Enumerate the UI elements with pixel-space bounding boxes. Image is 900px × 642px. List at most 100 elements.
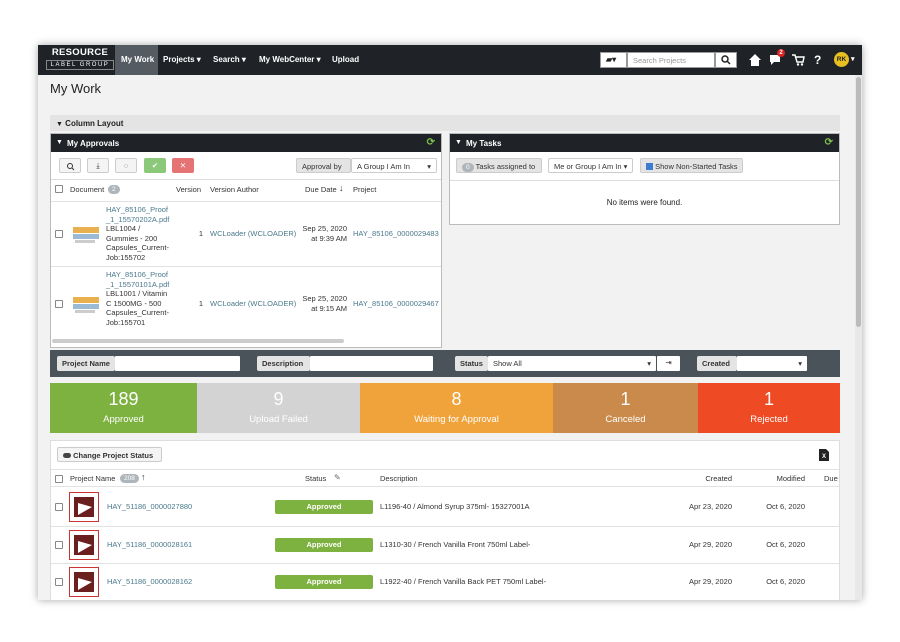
stat-tile[interactable]: 8 Waiting for Approval	[360, 383, 553, 433]
thumbnail[interactable]	[69, 492, 99, 522]
empty-message: No items were found.	[606, 198, 683, 207]
label: Change Project Status	[73, 451, 154, 460]
avatar[interactable]: RK	[834, 52, 849, 67]
column-header[interactable]: Modified	[776, 474, 805, 483]
chat-icon[interactable]	[769, 54, 781, 66]
excel-icon[interactable]: X	[819, 449, 829, 461]
column-layout-bar[interactable]: ▼ Column Layout	[50, 115, 840, 131]
column-header[interactable]: Created	[705, 474, 732, 483]
menu-item[interactable]: Upload	[332, 55, 359, 64]
sort-icon[interactable]: ⇥	[657, 356, 680, 371]
stat-count: 9	[273, 389, 284, 409]
column-header[interactable]: Status	[305, 474, 327, 483]
column-header[interactable]: Due Date	[305, 185, 337, 194]
checkbox[interactable]	[55, 503, 63, 511]
menu-label: Search	[213, 55, 240, 64]
status-badge: Approved	[275, 537, 373, 552]
help-icon[interactable]: ?	[814, 53, 822, 67]
home-icon[interactable]	[748, 53, 762, 67]
cart-icon[interactable]	[792, 54, 805, 66]
due-date: Sep 25, 2020	[302, 223, 347, 233]
created: Apr 23, 2020	[689, 502, 732, 511]
avatar-caret: ▾	[851, 56, 855, 63]
checkbox[interactable]	[55, 299, 63, 308]
modified: Oct 6, 2020	[766, 577, 805, 586]
panel-header: ▼ My Approvals ⟳	[51, 134, 441, 152]
project-link[interactable]: HAY_51186_0000027880	[107, 502, 193, 511]
column-header[interactable]: Project Name	[70, 474, 116, 483]
author[interactable]: WCLoader (WCLOADER)	[210, 228, 297, 238]
stat-label: Approved	[103, 414, 144, 425]
thumbnail[interactable]	[71, 291, 101, 317]
created-select[interactable]: ▾	[737, 356, 807, 371]
edit-icon[interactable]: ✎	[334, 473, 341, 482]
column-header[interactable]: Version Author	[210, 185, 259, 194]
sort-arrow: ↓	[339, 183, 344, 193]
stat-label: Rejected	[750, 414, 788, 425]
search-button[interactable]	[715, 52, 737, 68]
menu-item[interactable]: My WebCenter ▾	[259, 55, 321, 64]
navbar: RESOURCE LABEL GROUP ▰▾ Search Projects …	[38, 45, 862, 75]
column-header[interactable]: Project	[353, 185, 377, 194]
checkbox[interactable]	[55, 578, 63, 586]
column-header[interactable]: Document	[70, 185, 105, 194]
stat-tile[interactable]: 9 Upload Failed	[197, 383, 360, 433]
menu-item[interactable]: Search ▾	[213, 55, 246, 64]
row-divider	[51, 563, 839, 564]
thumbnail[interactable]	[71, 221, 101, 247]
created: Apr 29, 2020	[689, 577, 732, 586]
download-button[interactable]: ⤓	[87, 158, 109, 173]
project-link[interactable]: HAY_51186_0000028161	[107, 539, 193, 549]
tasks-select[interactable]: Me or Group I Am In ▾	[548, 158, 633, 173]
menu-item[interactable]: Projects ▾	[163, 55, 201, 64]
non-started-toggle[interactable]: Show Non-Started Tasks	[640, 158, 743, 173]
stat-label: Waiting for Approval	[414, 414, 499, 425]
file-link[interactable]: HAY_85106_Proof_1_15570202A.pdf	[106, 205, 170, 224]
logo[interactable]: RESOURCE LABEL GROUP	[46, 47, 114, 73]
stat-tile[interactable]: 189 Approved	[50, 383, 197, 433]
checkbox[interactable]	[55, 475, 63, 483]
checkbox[interactable]	[55, 540, 63, 549]
project-link[interactable]: HAY_51186_0000028162	[107, 577, 193, 586]
author[interactable]: WCLoader (WCLOADER)	[210, 298, 297, 308]
status-badge: Approved	[275, 500, 373, 514]
search-button[interactable]	[59, 158, 81, 173]
approve-button[interactable]: ✔	[144, 158, 166, 173]
search-type[interactable]: ▰▾	[600, 52, 627, 68]
filter-input[interactable]	[115, 356, 240, 371]
stat-count: 1	[763, 389, 774, 409]
stat-tile[interactable]: 1 Canceled	[553, 383, 698, 433]
column-header[interactable]: Version	[176, 185, 202, 194]
stat-label: Upload Failed	[249, 414, 308, 425]
search-input[interactable]: Search Projects	[627, 52, 715, 68]
filter-label: Approval by	[296, 158, 351, 173]
count-badge: 208	[120, 474, 139, 483]
due-date: Sep 25, 2020	[302, 293, 347, 303]
row-divider	[51, 266, 441, 267]
menu-item[interactable]: My Work	[121, 55, 154, 64]
checkbox[interactable]	[55, 229, 63, 238]
due-time: at 9:15 AM	[311, 303, 347, 313]
filter-select[interactable]: A Group I Am In ▾	[351, 158, 437, 173]
file-link[interactable]: HAY_85106_Proof_1_15570101A.pdf	[106, 270, 170, 289]
row-divider	[51, 525, 839, 527]
filter-input[interactable]	[310, 356, 433, 371]
reject-button[interactable]: ✕	[172, 158, 194, 173]
stat-tile[interactable]: 1 Rejected	[698, 383, 840, 433]
thumbnail[interactable]	[69, 529, 99, 560]
change-status-button[interactable]: Change Project Status	[57, 447, 162, 462]
thumbnail[interactable]	[69, 567, 99, 597]
checkbox[interactable]	[55, 185, 63, 193]
comment-button[interactable]: ◌	[115, 158, 137, 173]
sort-arrow: ↑	[141, 472, 146, 482]
filter-label: Status	[455, 356, 488, 371]
stat-count: 8	[451, 389, 462, 409]
column-header[interactable]: Due	[824, 474, 838, 483]
menu-label: My Work	[121, 55, 155, 64]
column-header[interactable]: Description	[380, 474, 418, 483]
tasks-filter-label: 0 Tasks assigned to	[456, 158, 542, 173]
notification-badge: 2	[777, 49, 785, 57]
status-select[interactable]: Show All ▾	[488, 356, 656, 371]
project-link[interactable]: HAY_85106_0000029467	[353, 298, 439, 308]
project-link[interactable]: HAY_85106_0000029483	[353, 228, 439, 238]
